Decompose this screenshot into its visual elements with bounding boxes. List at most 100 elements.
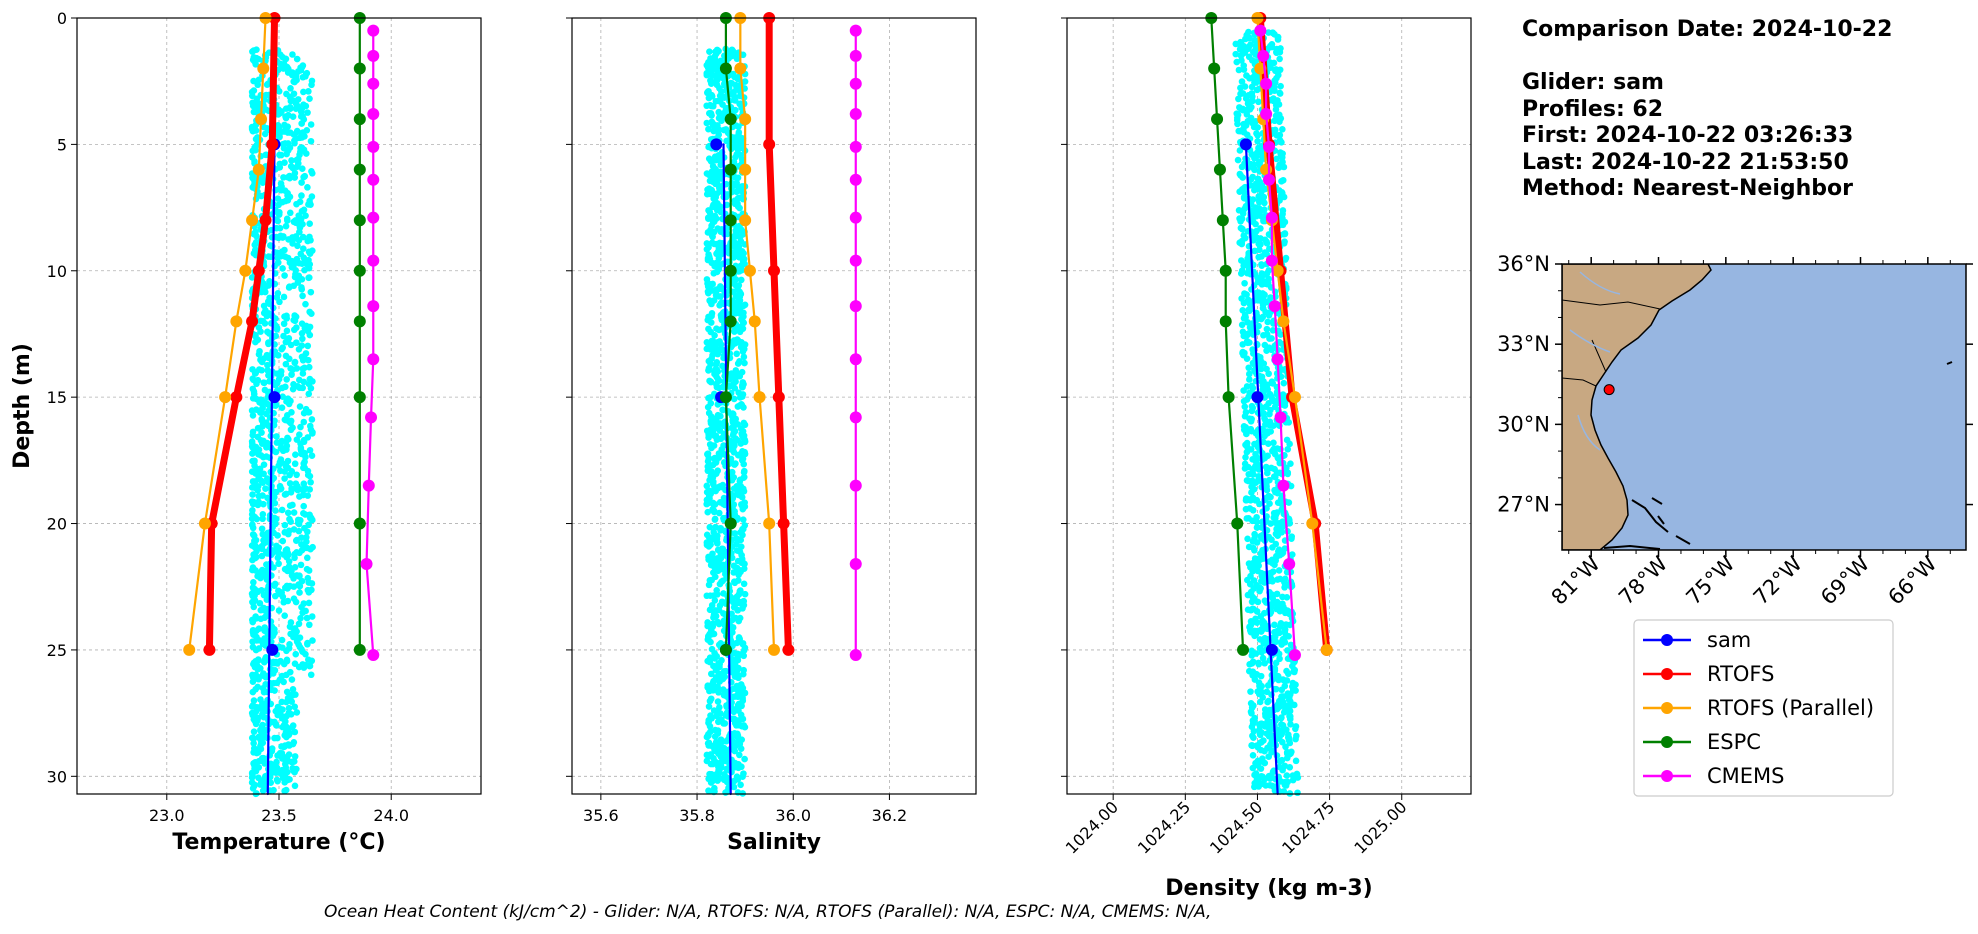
glider-scatter-point <box>1252 457 1260 464</box>
series-cmems <box>360 24 380 661</box>
glider-scatter-point <box>251 478 259 485</box>
data-point <box>739 113 752 126</box>
glider-scatter-point <box>269 670 277 677</box>
glider-scatter-point <box>1260 277 1268 285</box>
glider-scatter-point <box>740 319 748 327</box>
glider-scatter-point <box>306 220 313 228</box>
glider-scatter-point <box>274 254 281 262</box>
glider-scatter-point <box>278 589 285 596</box>
glider-scatter-point <box>1239 341 1247 348</box>
glider-scatter-point <box>707 77 714 84</box>
glider-scatter-point <box>256 703 263 711</box>
glider-scatter-point <box>249 440 256 448</box>
glider-scatter-point <box>1294 774 1302 781</box>
data-point <box>724 214 737 227</box>
glider-scatter-point <box>731 200 739 208</box>
glider-scatter-point <box>705 357 713 365</box>
glider-scatter-point <box>291 564 299 571</box>
glider-scatter-point <box>306 486 314 493</box>
glider-scatter-point <box>278 404 286 412</box>
glider-scatter-point <box>280 598 288 606</box>
glider-scatter-point <box>249 524 257 532</box>
glider-scatter-point <box>711 649 718 657</box>
glider-scatter-point <box>1279 391 1287 398</box>
glider-scatter-point <box>292 650 300 658</box>
glider-scatter-point <box>719 754 727 762</box>
glider-scatter-point <box>251 663 259 671</box>
glider-scatter-point <box>713 268 721 276</box>
glider-scatter-point <box>1280 379 1288 387</box>
glider-scatter-point <box>735 707 742 714</box>
glider-scatter-point <box>723 702 730 709</box>
data-point <box>1260 108 1273 121</box>
glider-scatter-point <box>274 217 282 225</box>
glider-scatter-point <box>1273 155 1280 163</box>
glider-scatter-point <box>291 359 299 367</box>
x-tick-label: 1024.00 <box>1062 797 1122 857</box>
glider-scatter-point <box>1238 52 1245 59</box>
glider-scatter-point <box>250 728 258 735</box>
glider-scatter-point <box>705 251 712 258</box>
glider-scatter-point <box>715 131 723 138</box>
data-point <box>219 391 232 404</box>
glider-scatter-point <box>264 400 272 408</box>
glider-scatter-point <box>715 670 723 677</box>
map-land <box>1562 264 1712 550</box>
data-point <box>1271 353 1284 366</box>
glider-scatter-point <box>253 406 260 413</box>
glider-scatter-point <box>1279 158 1286 166</box>
glider-scatter-point <box>1243 430 1250 437</box>
series-line <box>1210 16 1245 652</box>
glider-scatter-point <box>300 509 307 517</box>
glider-scatter-point <box>1244 45 1252 53</box>
glider-scatter-point <box>1275 567 1283 574</box>
data-point <box>719 643 732 656</box>
glider-scatter-point <box>1251 779 1259 787</box>
glider-scatter-point <box>249 584 257 591</box>
glider-scatter-point <box>729 656 736 664</box>
glider-scatter-point <box>710 127 717 135</box>
data-point <box>1320 643 1333 656</box>
glider-scatter-point <box>712 523 719 531</box>
glider-scatter-point <box>739 485 747 493</box>
glider-scatter-point <box>1248 598 1256 606</box>
glider-scatter-point <box>1279 638 1286 645</box>
glider-scatter-point <box>708 413 715 420</box>
glider-scatter-point <box>730 715 738 723</box>
glider-scatter-point <box>1281 218 1289 226</box>
glider-scatter-point <box>278 506 286 514</box>
glider-scatter-point <box>1270 445 1278 453</box>
glider-scatter-point <box>308 586 315 594</box>
profile-count: Profiles: 62 <box>1522 97 1663 122</box>
glider-scatter-point <box>271 592 279 600</box>
glider-scatter-point <box>252 395 260 403</box>
glider-scatter-point <box>1271 486 1278 494</box>
glider-scatter-point <box>719 406 727 414</box>
glider-scatter-point <box>734 650 741 658</box>
glider-scatter-point <box>269 769 277 776</box>
glider-scatter-point <box>298 120 305 127</box>
glider-scatter-point <box>260 355 268 362</box>
glider-scatter-point <box>1247 329 1255 337</box>
glider-scatter-point <box>1232 40 1240 48</box>
glider-scatter-point <box>280 332 287 340</box>
glider-scatter-point <box>1254 598 1262 606</box>
glider-scatter-point <box>251 246 259 254</box>
glider-scatter-point <box>740 460 748 468</box>
glider-scatter-point <box>1258 569 1265 577</box>
glider-scatter-point <box>1270 439 1277 447</box>
glider-scatter-point <box>1262 421 1269 428</box>
glider-scatter-point <box>736 451 743 458</box>
glider-scatter-point <box>704 214 712 222</box>
glider-scatter-point <box>282 718 289 725</box>
glider-scatter-point <box>1267 520 1274 527</box>
glider-scatter-point <box>1261 414 1268 422</box>
glider-scatter-point <box>728 476 736 484</box>
glider-scatter-point <box>1279 176 1287 184</box>
glider-scatter-point <box>302 73 309 80</box>
glider-scatter-point <box>300 352 308 360</box>
data-point <box>739 214 752 227</box>
data-point <box>353 163 366 176</box>
glider-scatter-point <box>250 697 258 704</box>
glider-scatter-point <box>1265 29 1272 36</box>
